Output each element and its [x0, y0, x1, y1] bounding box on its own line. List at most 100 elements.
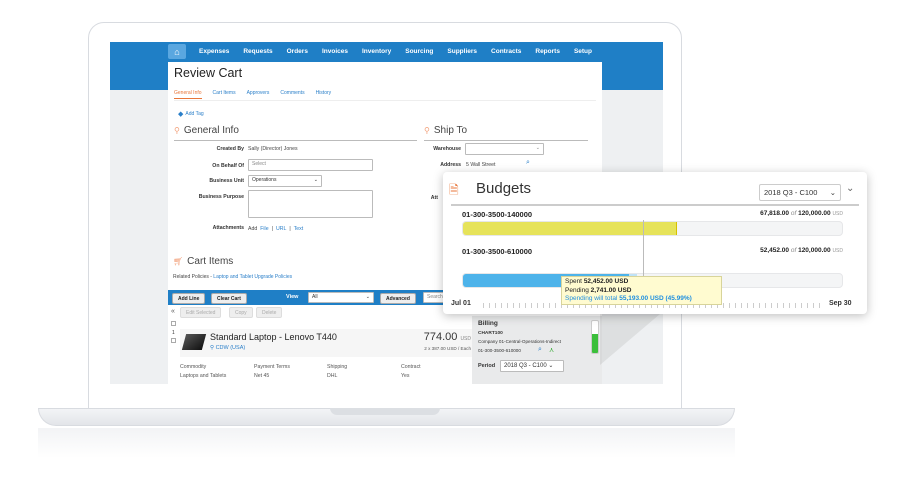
nav-orders[interactable]: Orders — [286, 48, 308, 55]
tab-history[interactable]: History — [315, 90, 332, 96]
warehouse-select[interactable]: ⌄ — [465, 143, 544, 155]
nav-setup[interactable]: Setup — [573, 48, 592, 55]
nav-contracts[interactable]: Contracts — [491, 48, 522, 55]
view-select[interactable]: All ⌄ — [308, 292, 374, 303]
contract-value: Yes — [401, 373, 410, 379]
view-value: All — [312, 294, 318, 300]
collapse-icon[interactable]: « — [171, 308, 175, 315]
policies-label: Related Policies - — [173, 274, 212, 280]
policies-link[interactable]: Laptop and Tablet Upgrade Policies — [213, 274, 293, 280]
billing-panel: Billing CHART100 Company 01-Central-Oper… — [472, 316, 602, 384]
chevron-down-icon: ⌄ — [535, 145, 540, 151]
pending-value: 2,741.00 USD — [590, 286, 632, 294]
view-label: View — [286, 294, 299, 300]
collapse-chevron-icon[interactable]: ⌄ — [846, 183, 855, 194]
item-price: 774.00 USD — [424, 331, 471, 343]
section-rule — [424, 140, 588, 141]
attach-url-link[interactable]: URL — [275, 226, 287, 232]
pending-label: Pending — [565, 286, 589, 294]
total-amount: 120,000.00 — [798, 247, 831, 254]
billing-title: Billing — [478, 320, 498, 327]
nav-inventory[interactable]: Inventory — [361, 48, 392, 55]
payment-terms-value: Net 45 — [254, 373, 270, 379]
sep: | — [289, 226, 291, 232]
add-tag-button[interactable]: ◆ Add Tag — [178, 110, 204, 118]
section-rule — [174, 140, 417, 141]
tag-icon: ◆ — [178, 111, 184, 118]
created-by-label: Created By — [216, 146, 244, 152]
select-all-checkbox[interactable] — [171, 321, 176, 326]
item-name[interactable]: Standard Laptop - Lenovo T440 — [210, 332, 337, 342]
purpose-textarea[interactable] — [248, 190, 373, 218]
tabs: General Info Cart Items Approvers Commen… — [174, 90, 331, 99]
spent-value: 52,452.00 USD — [583, 278, 629, 285]
budgets-popup: 🗎︎ Budgets 2018 Q3 - C100 ⌄ ⌄ 01-300-350… — [443, 172, 867, 314]
of-label: of — [790, 210, 797, 217]
attach-add: Add — [248, 226, 258, 232]
price-currency: USD — [460, 336, 471, 342]
clear-cart-button[interactable]: Clear Cart — [211, 293, 247, 304]
nav-expenses[interactable]: Expenses — [199, 48, 230, 55]
attach-file-link[interactable]: File — [260, 226, 269, 232]
attach-text-link[interactable]: Text — [293, 226, 304, 232]
nav-invoices[interactable]: Invoices — [321, 48, 348, 55]
budget-spent-fill — [463, 222, 678, 235]
copy-button[interactable]: Copy — [229, 307, 253, 318]
unit-detail: 2 x 387.00 USD / Each — [424, 346, 471, 351]
home-icon[interactable]: ⌂ — [168, 44, 186, 59]
account-code: 01-300-3500-140000 — [462, 210, 533, 219]
nav-suppliers[interactable]: Suppliers — [447, 48, 478, 55]
search-icon[interactable]: ⌕ — [538, 346, 542, 353]
chevron-down-icon: ⌄ — [829, 188, 836, 197]
budget-gauge — [591, 320, 599, 354]
delete-button[interactable]: Delete — [256, 307, 283, 318]
budget-period-value: 2018 Q3 - C100 — [764, 188, 818, 197]
warehouse-label: Warehouse — [433, 146, 461, 152]
attachments-label: Attachments — [212, 225, 244, 231]
business-unit-select[interactable]: Operations ⌄ — [248, 175, 322, 187]
period-select[interactable]: 2018 Q3 - C100 ⌄ — [500, 360, 564, 372]
spent-amount: 67,818.00 — [760, 210, 790, 217]
ship-to-title: Ship To — [433, 125, 468, 136]
behalf-input[interactable]: Select — [248, 159, 373, 171]
search-icon[interactable]: ⌕ — [526, 159, 530, 166]
advanced-button[interactable]: Advanced — [380, 293, 416, 304]
attachments: Add File | URL | Text — [248, 226, 303, 232]
budgets-title: Budgets — [476, 180, 532, 197]
chevron-down-icon: ⌄ — [365, 294, 370, 300]
contract-label: Contract — [401, 364, 421, 370]
price-value: 774.00 — [423, 331, 458, 343]
timeline-end: Sep 30 — [829, 300, 852, 307]
billing-account: 01-300-3500-610000 — [478, 348, 521, 353]
budget-period-select[interactable]: 2018 Q3 - C100 ⌄ — [759, 184, 841, 201]
laptop-reflection — [38, 428, 735, 458]
address-value: 5 Wall Street — [466, 162, 496, 168]
timeline-ticks — [483, 303, 823, 308]
add-line-button[interactable]: Add Line — [172, 293, 206, 304]
supplier-name: CDW (USA) — [215, 345, 246, 351]
cart-items-title: Cart Items — [187, 256, 234, 267]
nav-sourcing[interactable]: Sourcing — [405, 48, 434, 55]
chevron-down-icon: ⌄ — [313, 177, 318, 183]
general-info-header: ⚲ General Info — [174, 125, 239, 136]
billing-company: Company 01-Central-Operations-Indirect — [478, 339, 561, 344]
tree-icon[interactable]: ⋏ — [549, 347, 555, 354]
item-fields: Commodity Laptops and Tablets Payment Te… — [180, 364, 470, 384]
currency: USD — [832, 211, 843, 217]
tab-cart-items[interactable]: Cart Items — [212, 90, 236, 96]
row-checkbox[interactable] — [171, 338, 176, 343]
edit-selected-button[interactable]: Edit Selected — [180, 307, 222, 318]
supplier-link[interactable]: ⚲ CDW (USA) — [210, 345, 245, 351]
nav-reports[interactable]: Reports — [535, 48, 560, 55]
budget-tooltip: Spent 52,452.00 USD Pending 2,741.00 USD… — [561, 276, 722, 305]
spent-amount: 52,452.00 — [760, 247, 790, 254]
budget-bar[interactable] — [462, 221, 843, 236]
tab-approvers[interactable]: Approvers — [246, 90, 270, 96]
main-nav: ⌂ Expenses Requests Orders Invoices Inve… — [168, 42, 599, 61]
cart-icon: 🛒︎ — [173, 257, 184, 266]
laptop-image — [181, 334, 207, 350]
tab-general-info[interactable]: General Info — [174, 90, 202, 99]
nav-requests[interactable]: Requests — [243, 48, 273, 55]
tab-comments[interactable]: Comments — [280, 90, 305, 96]
supplier-icon: ⚲ — [210, 345, 215, 351]
